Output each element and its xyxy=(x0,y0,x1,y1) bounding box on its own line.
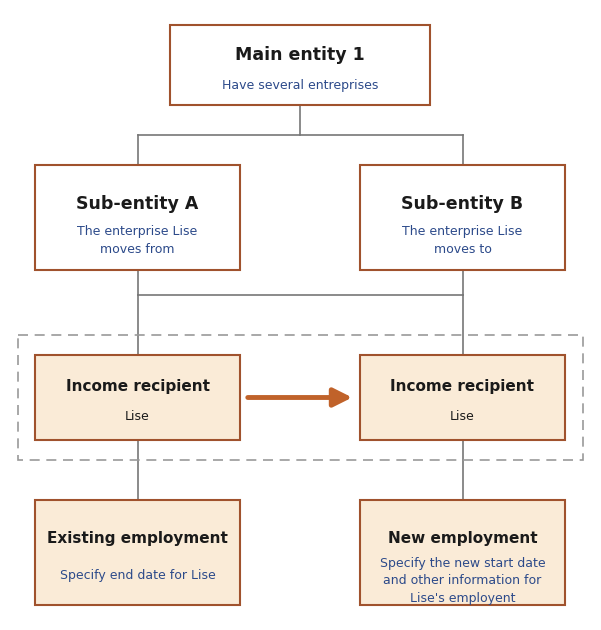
Bar xyxy=(360,500,565,605)
Text: Lise: Lise xyxy=(450,410,475,423)
Bar xyxy=(360,355,565,440)
Text: Main entity 1: Main entity 1 xyxy=(235,45,365,64)
Text: Specify end date for Lise: Specify end date for Lise xyxy=(59,569,215,582)
Text: The enterprise Lise
moves from: The enterprise Lise moves from xyxy=(78,226,198,256)
Text: Income recipient: Income recipient xyxy=(391,379,534,394)
Text: Lise: Lise xyxy=(125,410,150,423)
Bar xyxy=(360,165,565,270)
Text: Sub-entity A: Sub-entity A xyxy=(76,195,199,213)
Bar xyxy=(35,355,240,440)
Bar xyxy=(35,500,240,605)
Text: Sub-entity B: Sub-entity B xyxy=(401,195,523,213)
Text: Existing employment: Existing employment xyxy=(47,531,228,546)
Text: The enterprise Lise
moves to: The enterprise Lise moves to xyxy=(403,226,523,256)
Bar xyxy=(18,335,583,460)
Text: Have several entreprises: Have several entreprises xyxy=(222,79,378,92)
Text: Specify the new start date
and other information for
Lise's employent: Specify the new start date and other inf… xyxy=(380,556,545,605)
Bar xyxy=(35,165,240,270)
Bar xyxy=(170,25,430,105)
Text: Income recipient: Income recipient xyxy=(66,379,210,394)
Text: New employment: New employment xyxy=(388,531,537,546)
